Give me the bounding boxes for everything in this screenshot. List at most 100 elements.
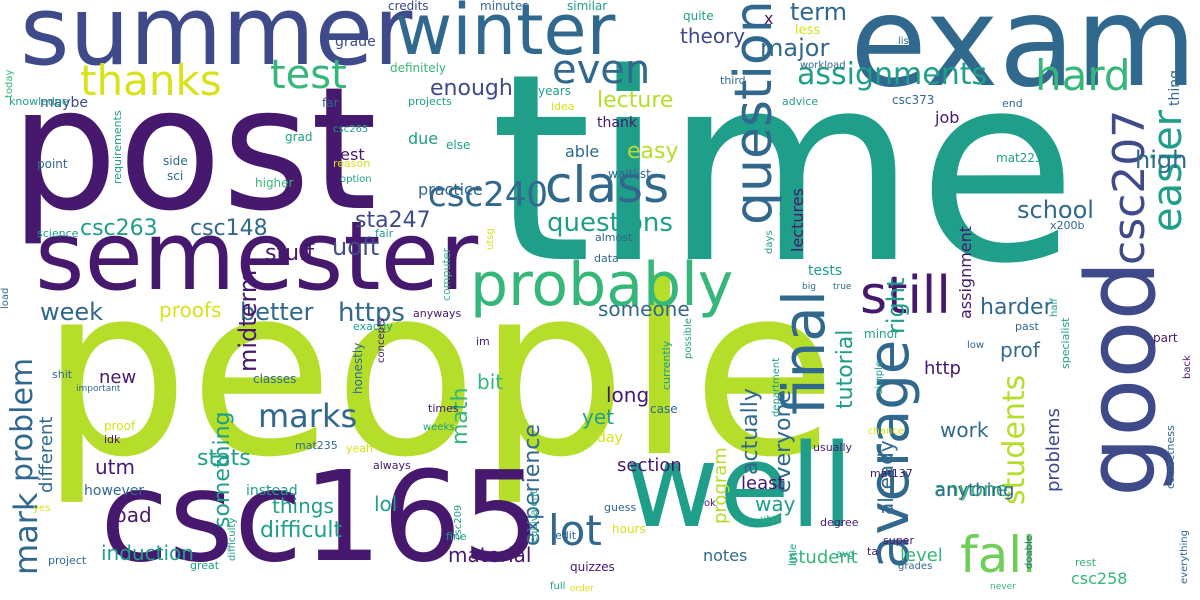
word-anything: anything: [935, 480, 1015, 501]
word-specialist: specialist: [1059, 317, 1072, 369]
word-notes: notes: [703, 546, 748, 565]
word-minor: minor: [864, 327, 899, 341]
word-true: true: [833, 282, 852, 292]
word-csc263: csc263: [80, 216, 158, 241]
word-anyways: anyways: [413, 307, 462, 320]
word-due: due: [408, 129, 439, 148]
word-stats: stats: [197, 446, 251, 471]
word-list: list: [898, 36, 913, 47]
word-half: half: [1049, 298, 1060, 317]
word-else: else: [446, 138, 471, 152]
word-midterm: midterm: [234, 269, 262, 372]
word-great: great: [190, 559, 220, 572]
word-big: big: [802, 282, 816, 292]
word-projects: projects: [408, 95, 452, 108]
word-credits: credits: [388, 0, 429, 13]
word-grade: grade: [335, 34, 376, 50]
word-science: science: [37, 227, 79, 240]
word-super: super: [883, 534, 914, 547]
word-yet: yet: [582, 405, 614, 429]
word-concepts: concepts: [376, 317, 387, 363]
word-thing: thing: [1167, 69, 1183, 106]
word-lectures: lectures: [788, 188, 807, 252]
word-less: less: [795, 23, 821, 38]
word-rest: rest: [1075, 556, 1097, 569]
word-csc373: csc373: [892, 93, 935, 107]
word-day: day: [597, 430, 623, 446]
word-load: load: [0, 287, 11, 309]
word-definitely: definitely: [390, 61, 447, 75]
word-edit: edit: [555, 529, 577, 542]
word-weeks: weeks: [423, 422, 455, 433]
word-uoft: uoft: [332, 233, 380, 261]
word-things: things: [272, 494, 334, 518]
word-even: even: [552, 47, 651, 93]
word-im: im: [476, 335, 490, 348]
word-department: department: [771, 357, 782, 417]
word-assignments: assignments: [797, 57, 988, 92]
word-problems: problems: [1043, 408, 1064, 492]
word-utsg: utsg: [485, 228, 496, 250]
word-least: least: [741, 473, 785, 494]
word-theory: theory: [680, 24, 746, 48]
word-quite: quite: [683, 9, 714, 23]
word-x: x: [764, 9, 774, 28]
word-grad: grad: [285, 130, 313, 144]
word-https: https: [338, 298, 405, 328]
word-problem: problem: [5, 357, 40, 482]
word-third: third: [720, 74, 746, 87]
word-idk: idk: [104, 433, 121, 446]
word-assignment: assignment: [956, 225, 975, 319]
word-way: way: [755, 492, 796, 516]
word-csc148: csc148: [190, 216, 268, 241]
word-http: http: [924, 358, 961, 379]
word-maybe: maybe: [40, 95, 89, 111]
word-prof: prof: [1000, 338, 1040, 362]
word-right: right: [882, 277, 910, 334]
word-difficult: difficult: [260, 518, 343, 543]
word-bit: bit: [477, 370, 504, 394]
word-today: today: [4, 69, 15, 98]
word-guess: guess: [604, 501, 637, 514]
word-major: major: [760, 34, 830, 62]
word-actually: actually: [738, 388, 763, 475]
word-never: never: [990, 582, 1016, 592]
word-utm: utm: [95, 455, 135, 479]
word-ta: ta: [867, 545, 879, 558]
word-term: term: [790, 0, 847, 26]
word-csc258: csc258: [1071, 569, 1128, 588]
word-back: back: [1182, 355, 1193, 379]
word-stuff: stuff: [265, 241, 315, 266]
word-fall: fall: [960, 526, 1037, 584]
word-correctness: correctness: [1164, 425, 1177, 489]
word-requirements: requirements: [111, 110, 124, 184]
word-computer: computer: [440, 247, 453, 301]
word-everything: everything: [1179, 530, 1190, 584]
word-still: still: [860, 266, 951, 326]
word-reason: reason: [333, 157, 371, 170]
word-proofs: proofs: [159, 298, 222, 322]
word-fine: fine: [446, 530, 467, 543]
word-times: times: [428, 402, 459, 415]
word-currently: currently: [660, 340, 673, 390]
word-higher: higher: [255, 176, 294, 190]
word-instead: instead: [246, 483, 298, 499]
word-honestly: honestly: [351, 342, 365, 394]
word-better: better: [240, 298, 314, 326]
word-mat137: mat137: [870, 467, 913, 480]
word-data: data: [594, 252, 619, 265]
word-different: different: [36, 416, 57, 493]
word-induction: induction: [101, 541, 194, 565]
word-practice: practice: [418, 180, 483, 199]
word-math: math: [448, 387, 473, 445]
word-well: well: [625, 420, 854, 554]
word-degree: degree: [820, 516, 859, 529]
word-sta247: sta247: [355, 208, 431, 233]
word-tutorial: tutorial: [833, 329, 858, 409]
word-avg: avg: [836, 549, 855, 560]
word-best: best: [330, 145, 365, 164]
word-test: test: [270, 52, 347, 98]
word-winter: winter: [395, 0, 616, 71]
word-material: material: [448, 543, 532, 567]
